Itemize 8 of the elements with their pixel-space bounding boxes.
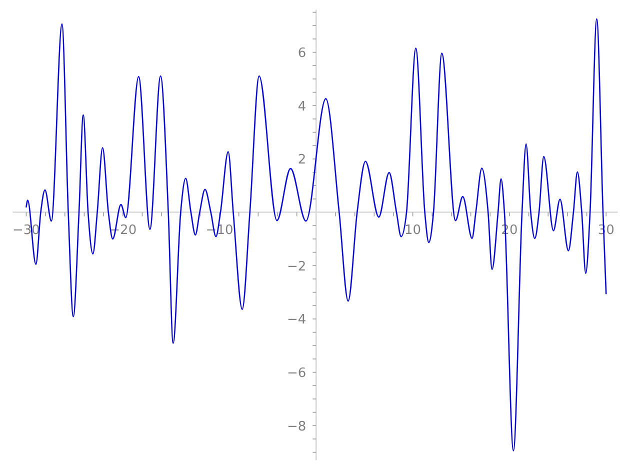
y-tick-label: −8	[286, 419, 306, 434]
y-tick-label: 6	[298, 46, 306, 61]
x-tick-label: 10	[404, 222, 422, 238]
y-tick-label: −4	[286, 312, 306, 328]
y-tick-label: 2	[298, 152, 306, 168]
y-tick-label: −6	[286, 366, 306, 381]
y-tick-label: −2	[286, 259, 306, 274]
y-tick-label: 4	[298, 99, 306, 114]
